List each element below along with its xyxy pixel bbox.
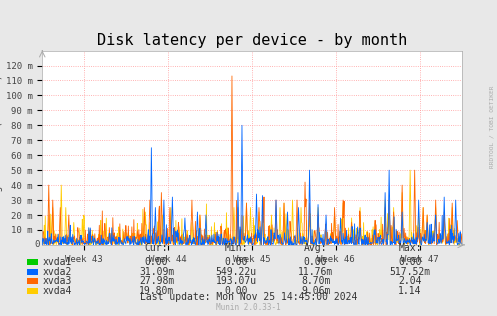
Text: xvda2: xvda2 [42,267,72,277]
Text: 0: 0 [35,240,40,249]
Text: 19.80m: 19.80m [139,286,174,296]
Text: 0.00: 0.00 [304,257,328,267]
Title: Disk latency per device - by month: Disk latency per device - by month [97,33,408,48]
Text: 11.76m: 11.76m [298,267,333,277]
Y-axis label: Average IO Wait (seconds): Average IO Wait (seconds) [0,74,3,221]
Text: 9.06m: 9.06m [301,286,331,296]
Text: Last update: Mon Nov 25 14:45:00 2024: Last update: Mon Nov 25 14:45:00 2024 [140,292,357,302]
Text: 27.98m: 27.98m [139,276,174,286]
Text: 193.07u: 193.07u [216,276,256,286]
Text: xvda3: xvda3 [42,276,72,286]
Text: 0.00: 0.00 [398,257,422,267]
Text: 549.22u: 549.22u [216,267,256,277]
Text: 0.00: 0.00 [145,257,168,267]
Text: 1.14: 1.14 [398,286,422,296]
Text: Avg:: Avg: [304,243,328,253]
Text: 2.04: 2.04 [398,276,422,286]
Text: 31.09m: 31.09m [139,267,174,277]
Text: xvda1: xvda1 [42,257,72,267]
Text: Cur:: Cur: [145,243,168,253]
Text: xvda4: xvda4 [42,286,72,296]
Text: 0.00: 0.00 [224,286,248,296]
Text: Min:: Min: [224,243,248,253]
Text: RRDTOOL / TOBI OETIKER: RRDTOOL / TOBI OETIKER [490,85,495,168]
Text: 517.52m: 517.52m [390,267,430,277]
Text: Munin 2.0.33-1: Munin 2.0.33-1 [216,303,281,312]
Text: 8.70m: 8.70m [301,276,331,286]
Text: 0.00: 0.00 [224,257,248,267]
Text: Max:: Max: [398,243,422,253]
